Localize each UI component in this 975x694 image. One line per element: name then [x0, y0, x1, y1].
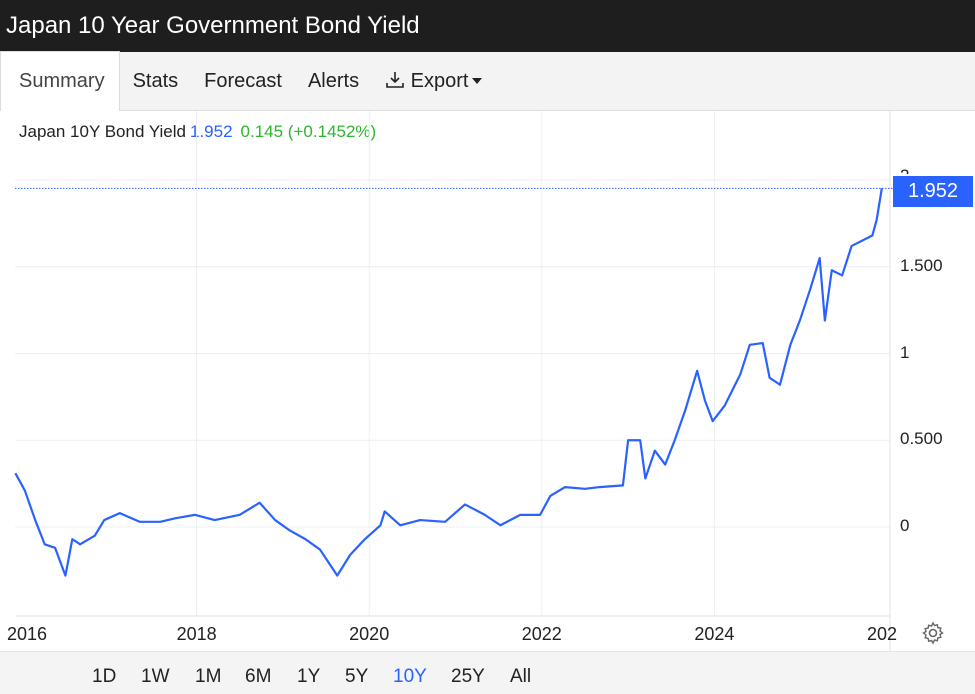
y-tick-label: 0 — [900, 516, 910, 535]
x-tick-label: 2020 — [349, 624, 390, 644]
range-1m[interactable]: 1M — [195, 666, 222, 687]
yield-series-line — [14, 188, 883, 577]
tab-stats[interactable]: Stats — [132, 69, 179, 92]
range-25y[interactable]: 25Y — [451, 666, 485, 687]
range-10y[interactable]: 10Y — [393, 666, 427, 687]
range-5y[interactable]: 5Y — [345, 666, 369, 687]
last-price-tag: 1.952 — [893, 176, 973, 207]
range-all[interactable]: All — [510, 666, 532, 687]
tab-alerts[interactable]: Alerts — [307, 69, 360, 92]
tab-summary[interactable]: Summary — [0, 51, 120, 111]
range-selector: 1D 1W 1M 6M 1Y 5Y 10Y 25Y All — [0, 651, 975, 694]
x-tick-label: 2016 — [6, 624, 48, 644]
legend-change: 0.145 (+0.1452%) — [240, 122, 377, 141]
tab-bar: Summary Stats Forecast Alerts Export — [0, 51, 975, 111]
chart-legend: Japan 10Y Bond Yield 1.952 0.145 (+0.1452%… — [19, 122, 376, 142]
legend-name: Japan 10Y Bond Yield — [19, 122, 186, 141]
range-1d[interactable]: 1D — [92, 666, 117, 687]
range-1w[interactable]: 1W — [141, 666, 170, 687]
tab-export[interactable]: Export — [372, 52, 495, 111]
window-title: Japan 10 Year Government Bond Yield — [0, 0, 975, 52]
legend-value: 1.952 — [190, 122, 233, 141]
tab-forecast[interactable]: Forecast — [204, 69, 282, 92]
caret-down-icon — [472, 78, 483, 85]
yield-chart[interactable] — [0, 111, 975, 651]
y-tick-label: 2 — [900, 166, 910, 176]
x-tick-label: 2022 — [521, 624, 562, 644]
download-icon — [386, 71, 404, 88]
settings-gear-icon[interactable] — [921, 621, 945, 645]
y-tick-label: 0.500 — [900, 429, 943, 449]
y-tick-label: 1.500 — [900, 255, 943, 275]
range-6m[interactable]: 6M — [245, 666, 272, 687]
x-tick-label: 2024 — [694, 624, 735, 644]
export-label: Export — [410, 69, 469, 92]
range-1y[interactable]: 1Y — [297, 666, 321, 687]
y-tick-label: 1 — [900, 342, 910, 362]
x-tick-label: 202 — [866, 624, 898, 644]
x-tick-label: 2018 — [176, 624, 217, 644]
